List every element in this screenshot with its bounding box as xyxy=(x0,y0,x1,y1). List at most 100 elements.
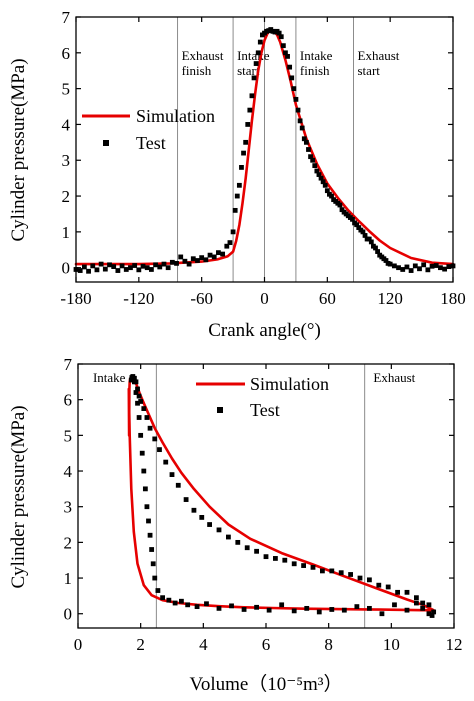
test-point xyxy=(199,515,205,520)
test-point xyxy=(366,236,372,242)
test-point xyxy=(190,256,196,262)
test-point xyxy=(291,86,297,92)
test-point xyxy=(207,522,212,527)
test-point xyxy=(182,258,188,264)
test-point xyxy=(367,605,372,611)
test-point xyxy=(77,268,83,273)
test-point xyxy=(165,265,171,271)
test-point xyxy=(140,263,146,269)
test-point xyxy=(329,607,335,612)
test-point xyxy=(301,563,306,568)
test-point xyxy=(230,229,236,235)
test-point xyxy=(251,75,257,81)
test-point xyxy=(183,497,189,502)
test-point xyxy=(239,165,244,170)
test-point xyxy=(185,602,191,608)
test-point xyxy=(226,534,231,540)
test-point xyxy=(429,613,435,618)
test-point xyxy=(255,50,261,56)
test-point xyxy=(408,268,414,273)
phase-marker-lines xyxy=(177,17,354,282)
test-point xyxy=(107,262,112,268)
test-point xyxy=(234,193,240,199)
test-point xyxy=(400,267,406,272)
test-point xyxy=(280,43,286,49)
test-point xyxy=(236,182,242,188)
test-point xyxy=(224,243,230,249)
x-axis-label: Volume（10⁻⁵m³） xyxy=(190,673,343,695)
test-point xyxy=(310,564,316,570)
test-point xyxy=(322,182,328,188)
test-point xyxy=(356,225,362,230)
test-point xyxy=(421,262,427,268)
test-point xyxy=(157,264,163,270)
legend: Simulation Test xyxy=(196,374,329,420)
test-point xyxy=(350,216,355,222)
test-point xyxy=(420,605,426,611)
test-point xyxy=(155,588,161,593)
test-point xyxy=(194,604,200,609)
test-point xyxy=(404,589,410,595)
test-point xyxy=(308,154,313,160)
test-point xyxy=(429,263,435,269)
test-point xyxy=(320,179,326,185)
test-point xyxy=(373,245,378,251)
test-point xyxy=(133,379,139,385)
test-point xyxy=(152,436,158,442)
test-point xyxy=(404,264,410,270)
test-point xyxy=(169,259,175,265)
test-point xyxy=(442,266,448,272)
y-tick-label: 6 xyxy=(62,44,71,63)
phase-annotation-0: Exhaust finish xyxy=(182,48,224,78)
phase-annotation-0: Intake xyxy=(93,370,126,385)
test-point xyxy=(367,577,372,583)
test-point xyxy=(414,600,419,606)
test-point xyxy=(354,604,360,609)
test-point xyxy=(241,607,247,612)
test-point xyxy=(339,207,345,213)
phase-annotations: Intake Exhaust xyxy=(93,370,416,385)
test-point xyxy=(216,250,221,256)
test-point xyxy=(86,268,91,274)
y-tick-label: 2 xyxy=(64,533,73,552)
test-point xyxy=(289,75,295,81)
test-point xyxy=(426,602,432,608)
test-point xyxy=(310,157,316,163)
test-point xyxy=(81,264,87,270)
test-point xyxy=(387,261,393,267)
test-point xyxy=(142,486,148,492)
test-point xyxy=(136,393,142,399)
phase-annotation-line: Exhaust xyxy=(373,370,415,385)
test-point xyxy=(257,39,263,45)
test-point xyxy=(115,268,121,273)
legend: Simulation Test xyxy=(82,106,215,153)
test-point xyxy=(306,147,311,152)
test-point xyxy=(426,611,432,617)
test-point xyxy=(133,390,139,395)
x-tick-label: 4 xyxy=(199,635,208,654)
test-point xyxy=(243,139,249,145)
test-point xyxy=(166,597,172,603)
test-point xyxy=(152,575,158,581)
test-point xyxy=(324,188,330,194)
test-point xyxy=(186,261,192,267)
test-point xyxy=(348,572,353,577)
test-point xyxy=(135,400,140,406)
test-point xyxy=(291,561,297,567)
test-point xyxy=(229,603,234,609)
test-point xyxy=(138,432,144,438)
y-tick-label: 0 xyxy=(62,259,71,278)
test-point xyxy=(245,122,251,127)
test-point xyxy=(318,175,324,181)
test-point xyxy=(338,570,344,576)
test-point xyxy=(147,532,153,538)
test-point xyxy=(216,605,222,611)
y-tick-label: 7 xyxy=(62,8,71,27)
test-point xyxy=(136,267,142,273)
test-point xyxy=(282,557,288,563)
x-tick-label: -180 xyxy=(60,289,91,308)
x-tick-label: 8 xyxy=(324,635,333,654)
test-point xyxy=(128,377,134,383)
